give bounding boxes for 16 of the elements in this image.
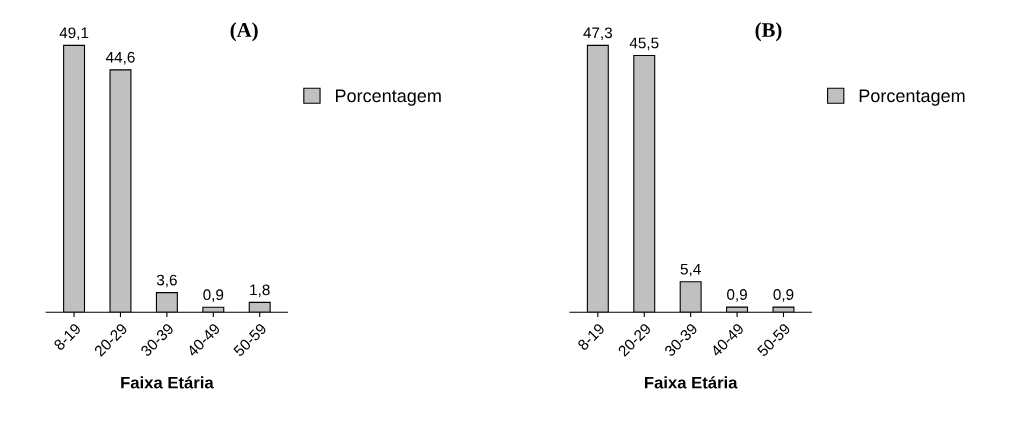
x-axis-title: Faixa Etária <box>121 376 214 389</box>
data-label: 5,4 <box>680 263 701 277</box>
data-label: 0,9 <box>773 289 794 302</box>
chart-title: (A) <box>230 22 258 42</box>
legend-label: Porcentagem <box>335 89 441 106</box>
data-label: 0,9 <box>727 289 747 302</box>
data-label: 44,6 <box>105 51 135 65</box>
data-label: 0,9 <box>203 289 224 302</box>
x-axis-title: Faixa Etária <box>644 376 738 389</box>
legend-label: Porcentagem <box>859 89 965 106</box>
data-label: 45,5 <box>629 37 659 51</box>
data-label: 3,6 <box>156 274 177 288</box>
data-label: 49,1 <box>59 27 89 41</box>
data-label: 47,3 <box>583 27 613 41</box>
data-label: 1,8 <box>250 284 270 298</box>
chart-title: (B) <box>755 22 782 42</box>
